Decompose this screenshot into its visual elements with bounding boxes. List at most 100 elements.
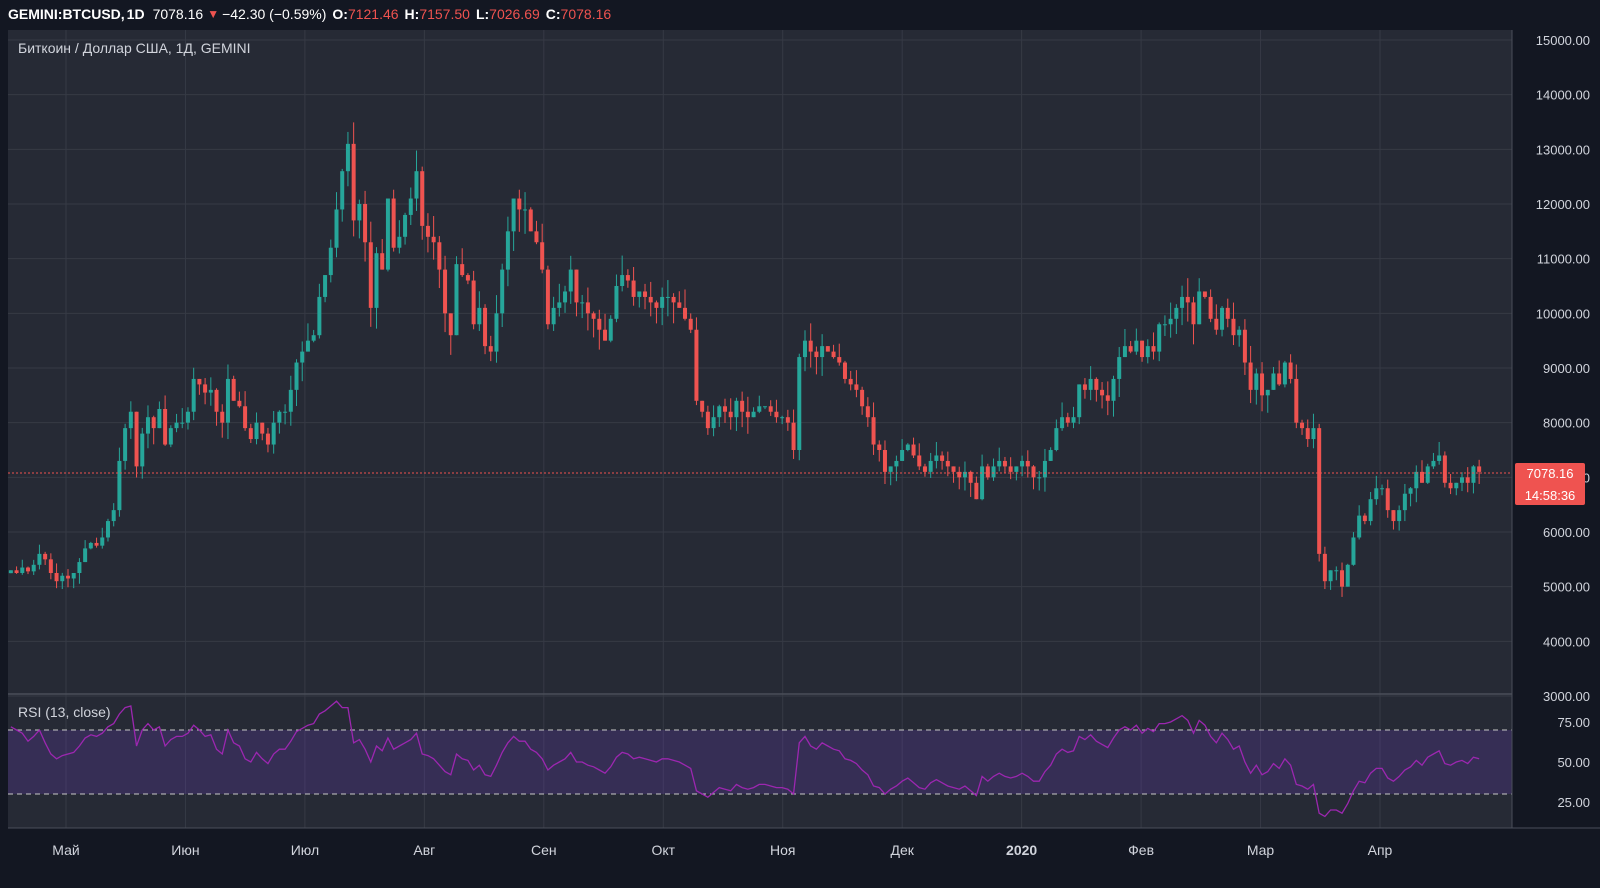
candle-body [917, 455, 922, 467]
candle-body [705, 411, 710, 429]
candle-body [100, 537, 105, 546]
candle-body [1454, 482, 1459, 489]
candle-body [1220, 307, 1225, 330]
candle-body [14, 570, 19, 573]
candle-body [780, 417, 785, 419]
candle-body [380, 253, 385, 270]
candle-body [134, 411, 139, 467]
candle-body [751, 411, 756, 418]
low-label: L: [475, 6, 490, 22]
candle-body [1340, 570, 1345, 587]
candle-body [945, 460, 950, 467]
candle-body [825, 346, 830, 352]
candle-body [1328, 570, 1333, 582]
candle-body [31, 564, 36, 572]
candle-body [637, 291, 642, 297]
candle-body [882, 450, 887, 472]
open-label: O: [332, 6, 348, 22]
candle-body [1414, 471, 1419, 489]
candle-body [1180, 296, 1185, 308]
candle-body [328, 247, 333, 276]
candle-body [248, 428, 253, 440]
candle-body [1197, 291, 1202, 325]
symbol-name[interactable]: GEMINI:BTCUSD, [8, 6, 125, 22]
candle-body [191, 378, 196, 412]
high-value: 7157.50 [419, 6, 470, 22]
candle-body [1294, 378, 1299, 423]
candle-body [934, 455, 939, 461]
candle-body [660, 296, 665, 308]
candle-body [1014, 466, 1019, 472]
candle-body [317, 296, 322, 336]
candle-body [591, 313, 596, 319]
time-axis[interactable]: Май Июн Июл Авг Сен Окт Ноя Дек 2020 Фев Мар Апр [52, 842, 1392, 858]
rsi-axis[interactable]: 75.00 50.00 25.00 [1557, 715, 1590, 810]
candle-body [203, 384, 208, 393]
candle-body [1362, 515, 1367, 522]
price-axis[interactable]: 15000.00 14000.00 13000.00 12000.00 11000.00… [1536, 33, 1590, 704]
candle-body [871, 417, 876, 445]
timeframe[interactable]: 1D [126, 6, 145, 22]
candle-body [1374, 488, 1379, 500]
candle-body [168, 428, 173, 445]
time-tick-label: Сен [531, 842, 557, 858]
candle-body [831, 351, 836, 358]
rsi-band [8, 729, 1512, 795]
candle-body [734, 400, 739, 418]
candle-body [197, 378, 202, 385]
price-tick-label: 6000.00 [1543, 525, 1590, 540]
candle-body [837, 357, 842, 363]
candle-body [540, 242, 545, 270]
candle-body [1100, 389, 1105, 396]
candle-body [962, 471, 967, 478]
candle-body [797, 357, 802, 450]
candle-body [1448, 482, 1453, 489]
candle-body [814, 351, 819, 358]
candle-body [1471, 466, 1476, 483]
candle-body [243, 406, 248, 429]
time-tick-label: Май [52, 842, 79, 858]
candle-body [940, 455, 945, 461]
candle-body [1265, 389, 1270, 396]
rsi-pane[interactable] [8, 694, 1512, 828]
candle-body [1277, 373, 1282, 385]
candle-body [614, 286, 619, 319]
candle-body [757, 406, 762, 412]
candle-body [340, 171, 345, 210]
candle-body [174, 422, 179, 429]
candle-body [563, 291, 568, 303]
candle-body [1300, 422, 1305, 429]
candle-body [357, 204, 362, 221]
candle-body [65, 575, 70, 579]
candle-body [1322, 553, 1327, 582]
candle-body [460, 264, 465, 276]
price-chart[interactable]: 15000.00 14000.00 13000.00 12000.00 11000.00… [0, 28, 1600, 888]
candle-body [905, 444, 910, 450]
candle-body [557, 302, 562, 308]
candle-body [403, 214, 408, 237]
candle-body [454, 264, 459, 336]
candle-body [111, 510, 116, 522]
candle-body [791, 422, 796, 450]
price-tick-label: 14000.00 [1536, 88, 1590, 103]
candle-body [985, 466, 990, 478]
candle-body [431, 236, 436, 243]
rsi-title[interactable]: RSI (13, close) [18, 704, 111, 720]
candle-body [334, 209, 339, 248]
rsi-tick-label: 25.00 [1557, 795, 1590, 810]
candle-body [1385, 488, 1390, 511]
time-tick-label: Дек [890, 842, 914, 858]
candle-body [728, 411, 733, 418]
candle-body [408, 198, 413, 215]
candle-body [1157, 324, 1162, 352]
price-tick-label: 10000.00 [1536, 306, 1590, 321]
candle-body [1151, 346, 1156, 352]
candle-body [1391, 510, 1396, 522]
candle-body [374, 253, 379, 308]
candle-body [1431, 460, 1436, 467]
price-pane[interactable] [8, 30, 1512, 694]
candle-body [437, 242, 442, 270]
price-tick-label: 9000.00 [1543, 361, 1590, 376]
rsi-series [10, 700, 1480, 818]
rsi-tick-label: 75.00 [1557, 715, 1590, 730]
